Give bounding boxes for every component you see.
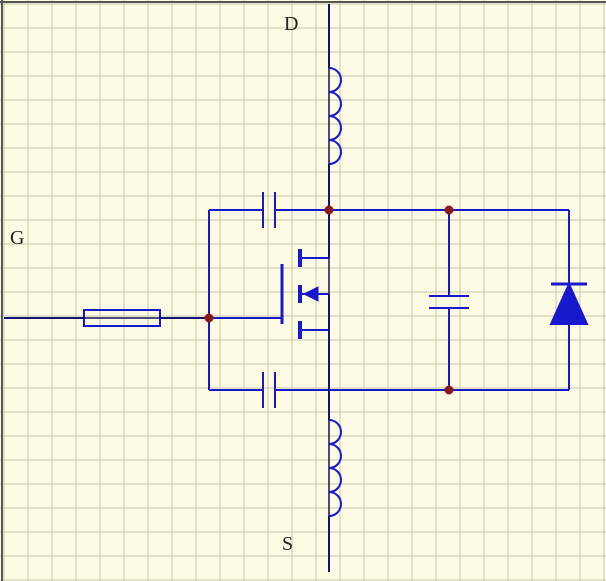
circuit-canvas: D G S bbox=[0, 0, 606, 581]
background bbox=[0, 0, 606, 581]
label-G: G bbox=[10, 227, 24, 249]
label-D: D bbox=[284, 13, 298, 35]
label-S: S bbox=[282, 533, 293, 555]
